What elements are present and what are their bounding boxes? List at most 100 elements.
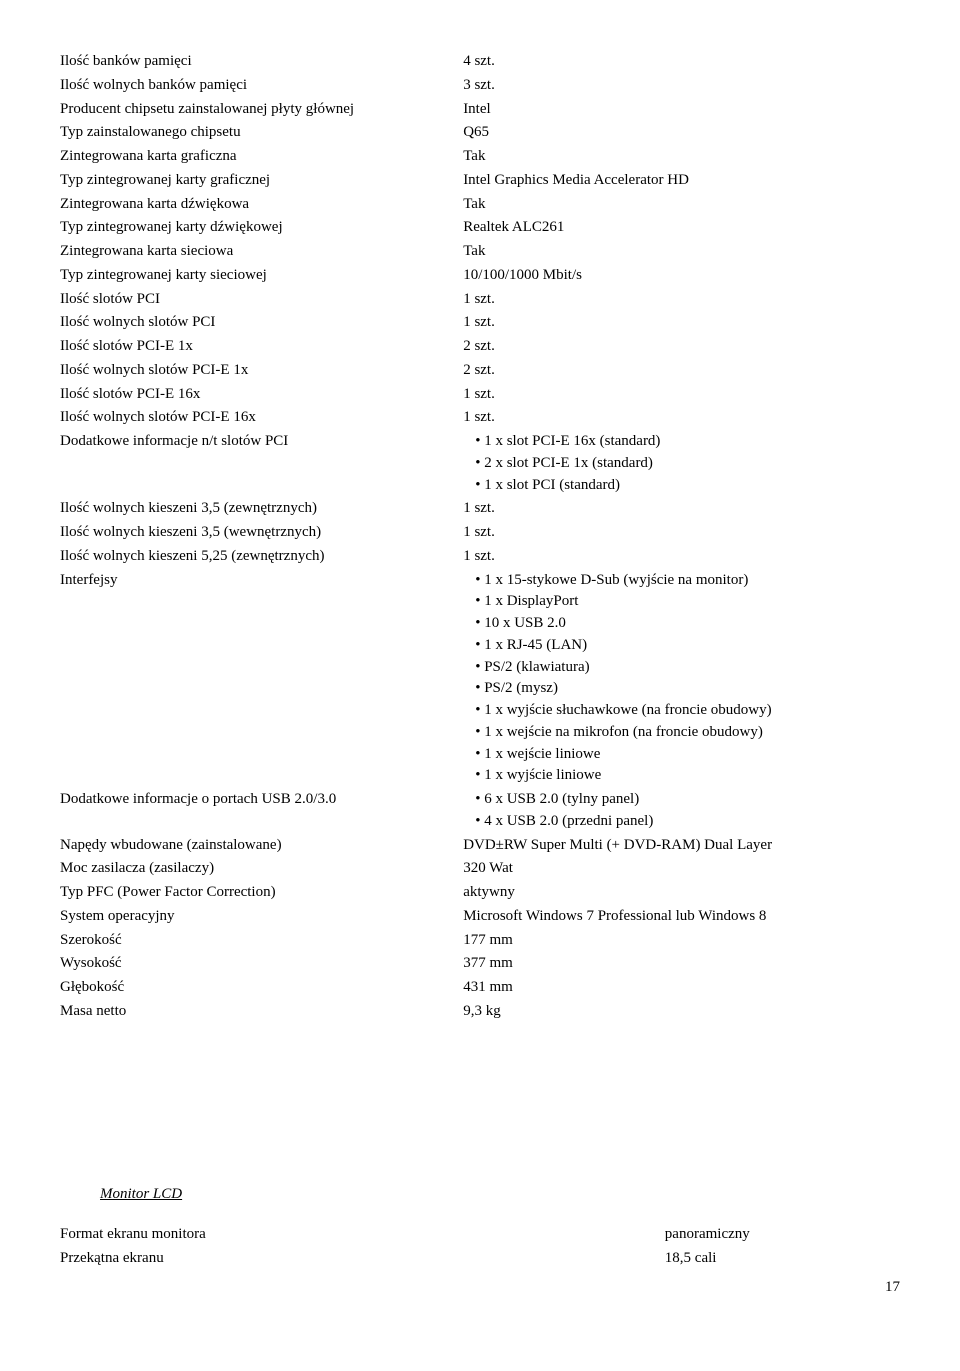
spec-label: Typ PFC (Power Factor Correction): [60, 881, 463, 905]
spec-label: Producent chipsetu zainstalowanej płyty …: [60, 98, 463, 122]
table-row: Ilość wolnych kieszeni 5,25 (zewnętrznyc…: [60, 545, 900, 569]
table-row: Przekątna ekranu18,5 cali: [60, 1247, 900, 1271]
table-row: Zintegrowana karta graficznaTak: [60, 145, 900, 169]
table-row: Wysokość377 mm: [60, 952, 900, 976]
table-row: Ilość wolnych slotów PCI-E 1x2 szt.: [60, 359, 900, 383]
spec-label: Masa netto: [60, 1000, 463, 1024]
spec-value: 1 szt.: [463, 406, 900, 430]
spec-value: Intel: [463, 98, 900, 122]
table-row: Ilość slotów PCI-E 16x1 szt.: [60, 383, 900, 407]
spec-value: 9,3 kg: [463, 1000, 900, 1024]
table-row: Ilość wolnych slotów PCI-E 16x1 szt.: [60, 406, 900, 430]
spec-value: 1 szt.: [463, 288, 900, 312]
spec-value: 1 szt.: [463, 497, 900, 521]
spec-value: Q65: [463, 121, 900, 145]
spec-label: Ilość wolnych kieszeni 5,25 (zewnętrznyc…: [60, 545, 463, 569]
spec-value: Microsoft Windows 7 Professional lub Win…: [463, 905, 900, 929]
spec-value: 1 x slot PCI-E 16x (standard)2 x slot PC…: [463, 430, 900, 497]
table-row: Głębokość431 mm: [60, 976, 900, 1000]
spec-value: 6 x USB 2.0 (tylny panel)4 x USB 2.0 (pr…: [463, 788, 900, 834]
spec-label: Ilość slotów PCI-E 1x: [60, 335, 463, 359]
table-row: Typ zainstalowanego chipsetuQ65: [60, 121, 900, 145]
spec-table: Ilość banków pamięci4 szt.Ilość wolnych …: [60, 50, 900, 1024]
spec-value: Tak: [463, 193, 900, 217]
table-row: Dodatkowe informacje o portach USB 2.0/3…: [60, 788, 900, 834]
spec-value: Tak: [463, 240, 900, 264]
table-row: Ilość wolnych kieszeni 3,5 (zewnętrznych…: [60, 497, 900, 521]
monitor-spec-label: Przekątna ekranu: [60, 1247, 665, 1271]
spec-value: 10/100/1000 Mbit/s: [463, 264, 900, 288]
spec-value: 377 mm: [463, 952, 900, 976]
list-item: 1 x wejście liniowe: [475, 744, 900, 766]
table-row: Ilość slotów PCI1 szt.: [60, 288, 900, 312]
spec-value: aktywny: [463, 881, 900, 905]
spec-value: 1 szt.: [463, 311, 900, 335]
table-row: Typ zintegrowanej karty graficznejIntel …: [60, 169, 900, 193]
list-item: PS/2 (mysz): [475, 678, 900, 700]
spec-value: 1 szt.: [463, 545, 900, 569]
list-item: 1 x wyjście słuchawkowe (na froncie obud…: [475, 700, 900, 722]
spec-label: Typ zainstalowanego chipsetu: [60, 121, 463, 145]
spec-label: Typ zintegrowanej karty dźwiękowej: [60, 216, 463, 240]
monitor-spec-value: panoramiczny: [665, 1223, 900, 1247]
monitor-spec-table: Format ekranu monitorapanoramicznyPrzeką…: [60, 1223, 900, 1271]
spec-label: System operacyjny: [60, 905, 463, 929]
list-item: 1 x RJ-45 (LAN): [475, 635, 900, 657]
list-item: 1 x slot PCI (standard): [475, 475, 900, 497]
list-item: 2 x slot PCI-E 1x (standard): [475, 453, 900, 475]
spec-label: Wysokość: [60, 952, 463, 976]
list-item: 6 x USB 2.0 (tylny panel): [475, 789, 900, 811]
table-row: Dodatkowe informacje n/t slotów PCI1 x s…: [60, 430, 900, 497]
spec-value: 1 szt.: [463, 383, 900, 407]
spec-label: Zintegrowana karta dźwiękowa: [60, 193, 463, 217]
spec-value: DVD±RW Super Multi (+ DVD-RAM) Dual Laye…: [463, 834, 900, 858]
table-row: Typ PFC (Power Factor Correction)aktywny: [60, 881, 900, 905]
spec-value: 3 szt.: [463, 74, 900, 98]
table-row: Interfejsy1 x 15-stykowe D-Sub (wyjście …: [60, 569, 900, 789]
spec-label: Szerokość: [60, 929, 463, 953]
spec-value: Tak: [463, 145, 900, 169]
spec-label: Ilość wolnych slotów PCI-E 1x: [60, 359, 463, 383]
spec-value: 1 x 15-stykowe D-Sub (wyjście na monitor…: [463, 569, 900, 789]
spec-label: Typ zintegrowanej karty graficznej: [60, 169, 463, 193]
spec-label: Dodatkowe informacje o portach USB 2.0/3…: [60, 788, 463, 834]
spec-label: Typ zintegrowanej karty sieciowej: [60, 264, 463, 288]
spec-value: Intel Graphics Media Accelerator HD: [463, 169, 900, 193]
spec-label: Zintegrowana karta graficzna: [60, 145, 463, 169]
spec-value: 2 szt.: [463, 335, 900, 359]
spec-value: 177 mm: [463, 929, 900, 953]
spec-value: 2 szt.: [463, 359, 900, 383]
spec-label: Interfejsy: [60, 569, 463, 789]
spec-label: Ilość wolnych slotów PCI: [60, 311, 463, 335]
list-item: 10 x USB 2.0: [475, 613, 900, 635]
spec-label: Ilość wolnych slotów PCI-E 16x: [60, 406, 463, 430]
table-row: Ilość wolnych banków pamięci3 szt.: [60, 74, 900, 98]
spec-label: Moc zasilacza (zasilaczy): [60, 857, 463, 881]
table-row: Ilość wolnych kieszeni 3,5 (wewnętrznych…: [60, 521, 900, 545]
spec-label: Ilość wolnych kieszeni 3,5 (wewnętrznych…: [60, 521, 463, 545]
monitor-spec-value: 18,5 cali: [665, 1247, 900, 1271]
page-number: 17: [60, 1277, 900, 1299]
spec-label: Ilość slotów PCI: [60, 288, 463, 312]
table-row: Producent chipsetu zainstalowanej płyty …: [60, 98, 900, 122]
spec-value: Realtek ALC261: [463, 216, 900, 240]
list-item: 4 x USB 2.0 (przedni panel): [475, 811, 900, 833]
spec-label: Ilość banków pamięci: [60, 50, 463, 74]
table-row: Typ zintegrowanej karty dźwiękowejRealte…: [60, 216, 900, 240]
list-item: PS/2 (klawiatura): [475, 657, 900, 679]
spec-label: Ilość wolnych kieszeni 3,5 (zewnętrznych…: [60, 497, 463, 521]
spec-label: Głębokość: [60, 976, 463, 1000]
spec-value: 4 szt.: [463, 50, 900, 74]
table-row: System operacyjnyMicrosoft Windows 7 Pro…: [60, 905, 900, 929]
table-row: Zintegrowana karta dźwiękowaTak: [60, 193, 900, 217]
list-item: 1 x wejście na mikrofon (na froncie obud…: [475, 722, 900, 744]
spec-value: 431 mm: [463, 976, 900, 1000]
spec-value: 1 szt.: [463, 521, 900, 545]
spec-label: Dodatkowe informacje n/t slotów PCI: [60, 430, 463, 497]
spec-label: Napędy wbudowane (zainstalowane): [60, 834, 463, 858]
spec-label: Ilość wolnych banków pamięci: [60, 74, 463, 98]
table-row: Napędy wbudowane (zainstalowane)DVD±RW S…: [60, 834, 900, 858]
table-row: Ilość wolnych slotów PCI1 szt.: [60, 311, 900, 335]
table-row: Typ zintegrowanej karty sieciowej10/100/…: [60, 264, 900, 288]
table-row: Format ekranu monitorapanoramiczny: [60, 1223, 900, 1247]
